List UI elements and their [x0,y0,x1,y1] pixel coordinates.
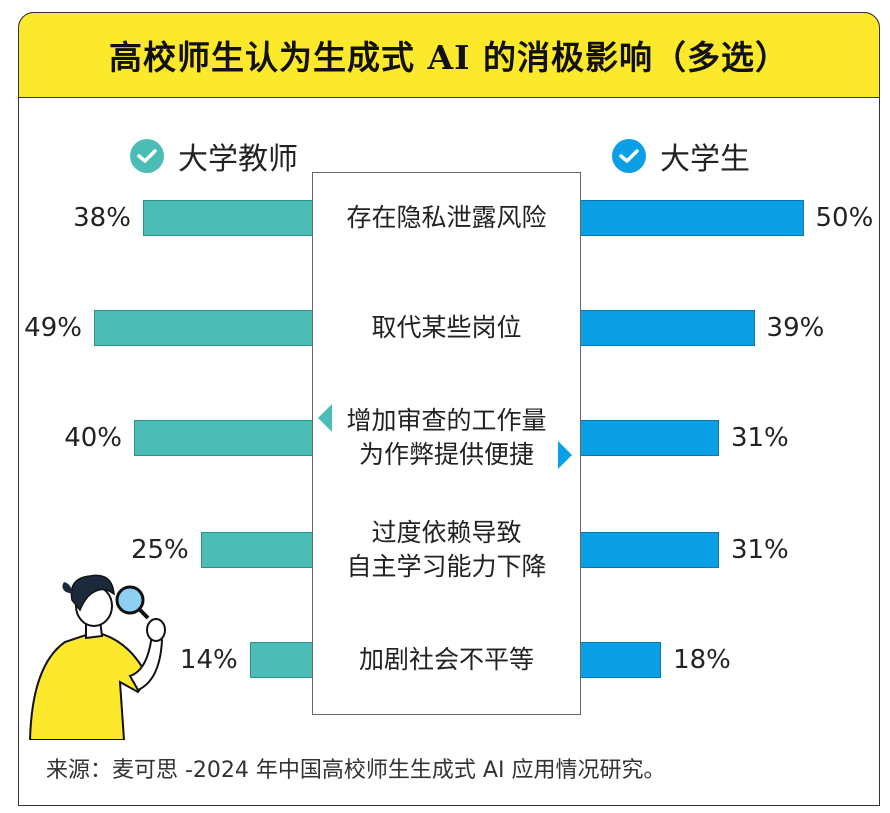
category-label: 增加审查的工作量 为作弊提供便捷 [312,404,581,472]
bar-teacher [249,642,314,678]
category-label-line: 为作弊提供便捷 [358,440,534,469]
value-label-teacher: 40% [64,423,122,453]
value-label-student: 31% [730,423,789,453]
category-label: 取代某些岗位 [312,311,581,345]
arrow-right-icon [558,441,572,469]
category-label: 过度依赖导致 自主学习能力下降 [312,516,581,584]
category-label: 存在隐私泄露风险 [312,201,581,235]
category-label-line: 过度依赖导致 [371,518,522,547]
person-with-magnifier-illustration [28,574,166,740]
source-note: 来源：麦可思 -2024 年中国高校师生生成式 AI 应用情况研究。 [46,758,666,783]
arrow-left-icon [318,404,332,432]
category-label-line: 增加审查的工作量 [346,406,547,435]
value-label-student: 50% [815,203,874,233]
value-label-teacher: 49% [24,313,82,343]
bar-student [579,532,719,568]
category-label-line: 加剧社会不平等 [358,645,534,674]
legend-student-label: 大学生 [660,142,750,177]
bar-student [579,200,804,236]
bar-teacher [200,532,314,568]
bar-teacher [134,420,314,456]
value-label-teacher: 14% [179,645,238,675]
category-label: 加剧社会不平等 [312,643,581,677]
legend-teacher: 大学教师 [130,134,298,178]
bar-teacher [142,200,314,236]
value-label-student: 18% [673,645,731,675]
value-label-teacher: 38% [73,203,131,233]
bar-student [579,420,719,456]
category-label-line: 自主学习能力下降 [346,552,547,581]
category-label-line: 取代某些岗位 [371,313,522,342]
category-box [312,172,581,715]
value-label-student: 39% [766,313,825,343]
value-label-student: 31% [730,535,789,565]
value-label-teacher: 25% [130,535,189,565]
bar-student [579,310,755,346]
category-label-line: 存在隐私泄露风险 [346,203,547,232]
chart-title: 高校师生认为生成式 AI 的消极影响（多选） [108,38,790,77]
title-bar: 高校师生认为生成式 AI 的消极影响（多选） [18,12,880,98]
bar-student [579,642,662,678]
check-circle-icon [612,139,646,173]
legend-teacher-label: 大学教师 [178,142,298,177]
bar-teacher [93,310,314,346]
legend-student: 大学生 [612,134,750,178]
check-circle-icon [130,139,164,173]
